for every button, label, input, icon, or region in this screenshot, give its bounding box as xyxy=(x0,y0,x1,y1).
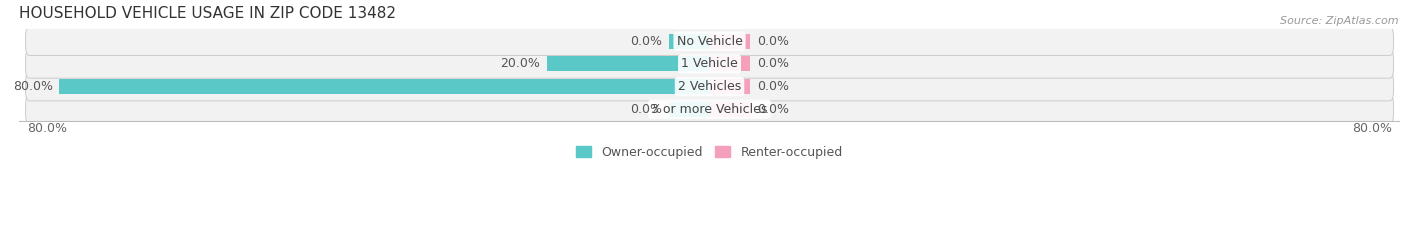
Text: 1 Vehicle: 1 Vehicle xyxy=(681,57,738,70)
Bar xyxy=(710,56,751,71)
FancyBboxPatch shape xyxy=(25,72,1393,101)
Text: Source: ZipAtlas.com: Source: ZipAtlas.com xyxy=(1281,16,1399,26)
Text: 80.0%: 80.0% xyxy=(1353,122,1392,135)
Text: 80.0%: 80.0% xyxy=(27,122,66,135)
Text: 0.0%: 0.0% xyxy=(630,35,662,48)
Text: 0.0%: 0.0% xyxy=(756,80,789,93)
Bar xyxy=(669,34,710,48)
Text: 3 or more Vehicles: 3 or more Vehicles xyxy=(651,103,768,116)
Text: HOUSEHOLD VEHICLE USAGE IN ZIP CODE 13482: HOUSEHOLD VEHICLE USAGE IN ZIP CODE 1348… xyxy=(18,6,395,21)
Text: 0.0%: 0.0% xyxy=(756,35,789,48)
Bar xyxy=(547,56,710,71)
FancyBboxPatch shape xyxy=(25,50,1393,78)
Bar xyxy=(710,34,751,48)
Bar xyxy=(59,79,710,94)
Text: 80.0%: 80.0% xyxy=(13,80,53,93)
Bar xyxy=(710,102,751,117)
Text: 0.0%: 0.0% xyxy=(756,57,789,70)
Text: 0.0%: 0.0% xyxy=(630,103,662,116)
Text: 2 Vehicles: 2 Vehicles xyxy=(678,80,741,93)
FancyBboxPatch shape xyxy=(25,95,1393,123)
Legend: Owner-occupied, Renter-occupied: Owner-occupied, Renter-occupied xyxy=(571,141,848,164)
FancyBboxPatch shape xyxy=(25,27,1393,55)
Bar xyxy=(710,79,751,94)
Bar xyxy=(669,102,710,117)
Text: No Vehicle: No Vehicle xyxy=(676,35,742,48)
Text: 20.0%: 20.0% xyxy=(501,57,540,70)
Text: 0.0%: 0.0% xyxy=(756,103,789,116)
